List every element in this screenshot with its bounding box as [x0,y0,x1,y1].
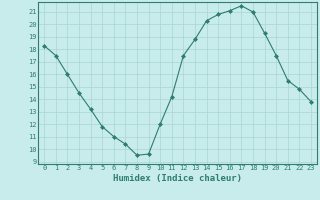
X-axis label: Humidex (Indice chaleur): Humidex (Indice chaleur) [113,174,242,183]
